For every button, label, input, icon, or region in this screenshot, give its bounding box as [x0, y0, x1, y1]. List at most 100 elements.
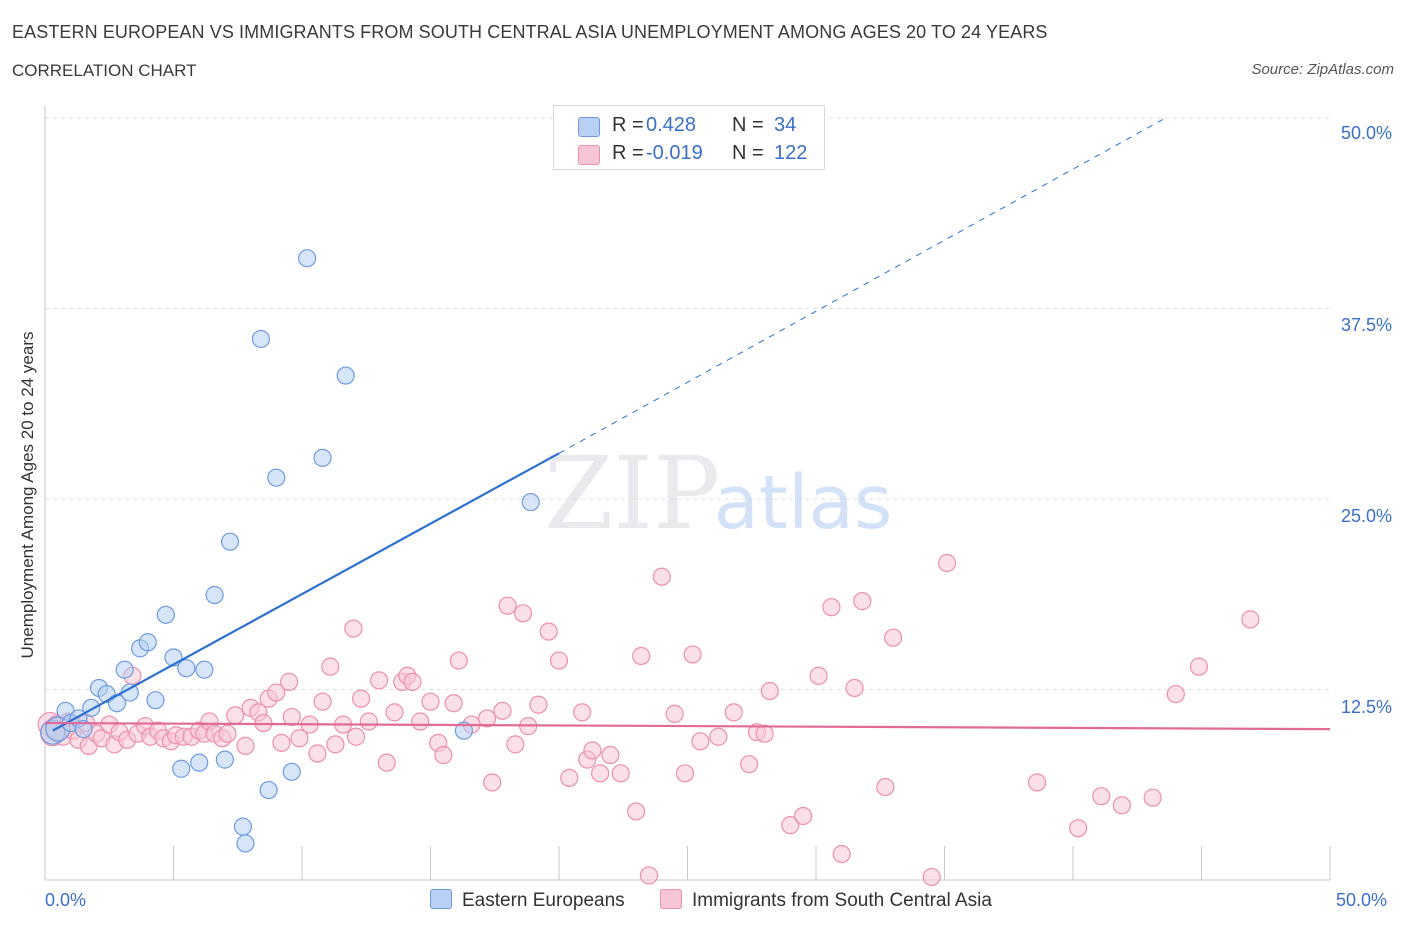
data-point	[601, 745, 620, 765]
legend-r-label: R =	[612, 114, 644, 136]
data-point	[190, 753, 209, 772]
data-point	[156, 605, 175, 624]
data-point	[220, 532, 240, 551]
data-point	[794, 806, 813, 826]
data-point	[675, 764, 695, 783]
correlation-legend: R = 0.428 N = 34 R = -0.019 N = 122	[553, 105, 825, 170]
data-point	[267, 683, 286, 702]
legend-r-value: 0.428	[646, 114, 697, 136]
x-tick-label-max: 50.0%	[1336, 890, 1388, 910]
bottom-legend-label: Eastern Europeans	[462, 890, 625, 911]
data-point	[521, 492, 540, 512]
data-point	[822, 598, 841, 617]
data-point	[280, 672, 299, 691]
data-point	[1166, 684, 1185, 704]
data-point	[691, 732, 710, 751]
data-point	[336, 366, 355, 385]
data-point	[403, 672, 422, 691]
chart-subtitle: CORRELATION CHART	[12, 61, 197, 80]
data-point	[513, 604, 533, 623]
data-point	[115, 660, 134, 679]
data-point	[1027, 773, 1047, 792]
data-point	[583, 741, 602, 760]
data-point	[1189, 657, 1209, 676]
data-point	[233, 817, 252, 836]
data-point	[1092, 787, 1111, 806]
chart-title: EASTERN EUROPEAN VS IMMIGRANTS FROM SOUT…	[12, 22, 1048, 42]
legend-swatch-pink	[578, 145, 600, 165]
y-tick-label: 12.5%	[1340, 697, 1392, 717]
data-point	[282, 707, 301, 727]
trendlines	[44, 117, 1331, 732]
data-point	[832, 844, 851, 864]
trendline-south-central-asia	[44, 721, 1331, 731]
bottom-legend-eastern-europeans: Eastern Europeans	[430, 889, 625, 912]
data-point	[498, 596, 517, 615]
data-point	[755, 724, 774, 743]
x-tick-label-min: 0.0%	[45, 890, 87, 910]
data-point	[937, 553, 957, 573]
data-point	[1241, 610, 1260, 629]
data-point	[146, 691, 165, 710]
data-point	[177, 659, 196, 678]
data-point	[226, 706, 245, 725]
data-point	[434, 745, 453, 765]
data-point	[760, 681, 779, 701]
data-point	[454, 721, 474, 740]
trendline-eastern-europeans-extension	[558, 117, 1166, 454]
data-point	[560, 768, 579, 787]
data-point	[421, 692, 440, 711]
data-point	[236, 736, 255, 755]
legend-row-south-central-asia: R = -0.019 N = 122	[554, 139, 824, 167]
watermark: ZIP atlas	[544, 435, 893, 552]
data-point	[215, 750, 234, 769]
data-point	[172, 759, 191, 778]
data-point	[313, 692, 332, 711]
data-point	[639, 866, 659, 885]
source-label: Source: ZipAtlas.com	[1251, 61, 1394, 78]
bottom-legend-swatch-pink	[660, 889, 682, 909]
gridlines	[45, 117, 1330, 690]
data-point	[1143, 788, 1162, 807]
data-point	[321, 657, 340, 676]
data-point	[883, 628, 903, 647]
data-point	[665, 704, 684, 723]
data-point	[845, 678, 864, 698]
data-point	[290, 729, 309, 748]
y-tick-label: 50.0%	[1340, 123, 1392, 143]
data-point	[591, 764, 610, 783]
data-point	[218, 724, 237, 743]
y-tick-label: 25.0%	[1340, 506, 1392, 526]
data-point	[632, 646, 651, 666]
y-tick-label: 37.5%	[1340, 315, 1392, 335]
data-point	[506, 735, 525, 754]
legend-n-value: 122	[774, 142, 808, 164]
data-point	[344, 619, 363, 638]
bottom-legend-label: Immigrants from South Central Asia	[692, 890, 992, 911]
data-point	[483, 773, 502, 792]
data-point	[573, 703, 592, 722]
watermark-zip: ZIP	[544, 435, 720, 552]
data-point	[282, 762, 301, 781]
data-point	[272, 733, 291, 752]
data-point	[549, 651, 569, 670]
data-point	[444, 694, 463, 713]
data-point	[683, 645, 702, 664]
data-point	[308, 744, 327, 763]
data-point	[539, 622, 558, 641]
data-point	[493, 701, 512, 720]
data-point	[876, 777, 895, 797]
data-point	[251, 329, 270, 349]
bottom-legend-swatch-blue	[430, 889, 452, 909]
legend-swatch-blue	[578, 117, 600, 137]
data-point	[267, 468, 286, 487]
legend-n-value: 34	[774, 114, 797, 136]
data-point	[477, 709, 497, 728]
data-point	[205, 585, 224, 605]
data-point	[529, 695, 548, 714]
bottom-legend-south-central-asia: Immigrants from South Central Asia	[660, 889, 992, 912]
data-point	[385, 703, 404, 722]
series-pink-points	[37, 553, 1260, 887]
data-point	[138, 633, 157, 652]
